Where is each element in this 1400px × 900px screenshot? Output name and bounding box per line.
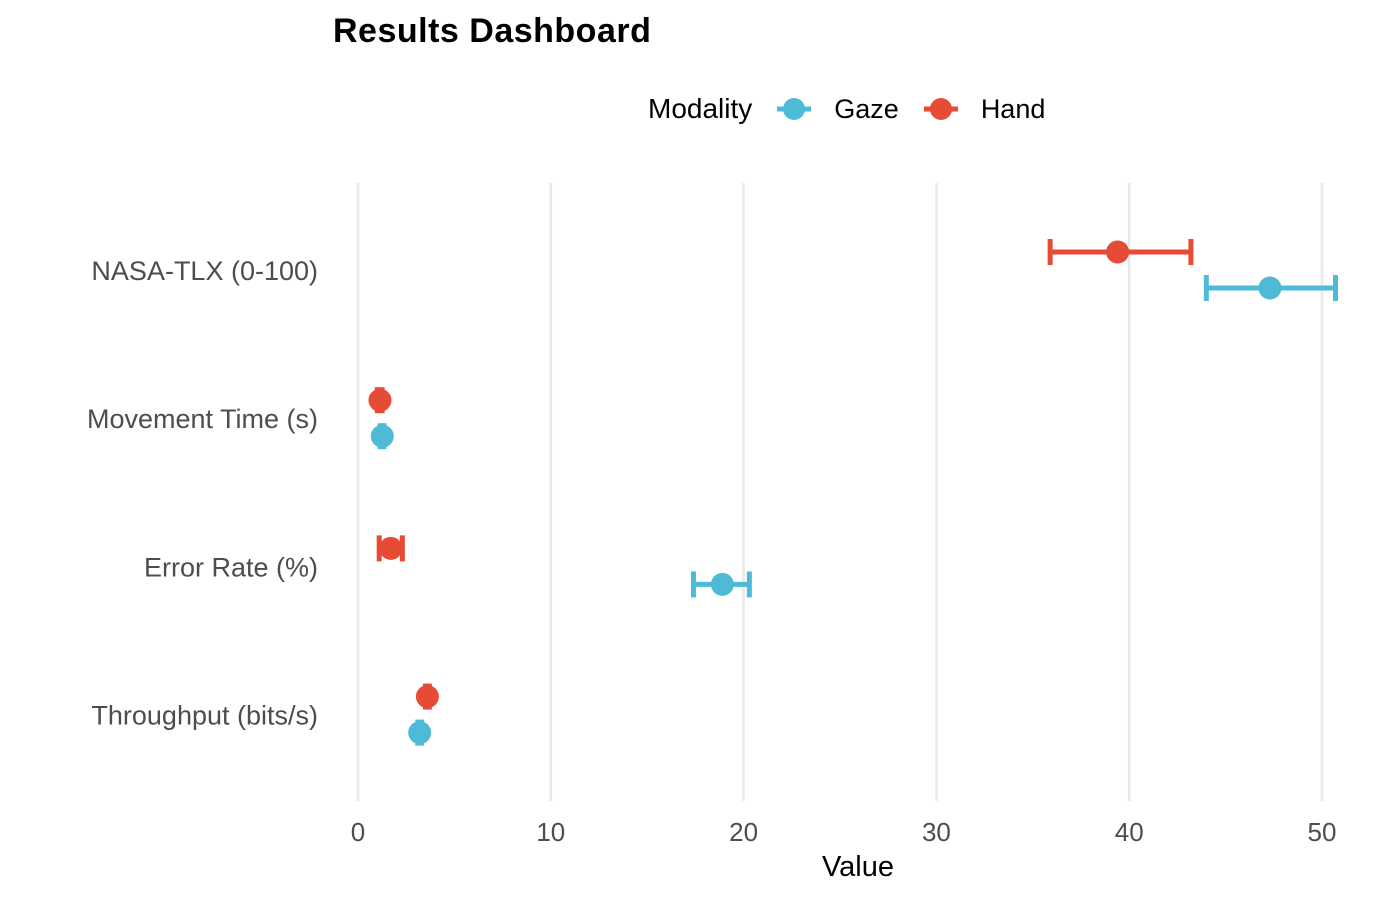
point-gaze-row4	[408, 721, 432, 745]
x-tick-label-20: 20	[729, 817, 758, 847]
legend-item-hand[interactable]: Hand	[923, 93, 1046, 125]
y-category-label-1: NASA-TLX (0-100)	[91, 256, 318, 286]
x-tick-label-30: 30	[922, 817, 951, 847]
point-hand-row3	[379, 536, 403, 560]
x-tick-label-40: 40	[1115, 817, 1144, 847]
legend-label-gaze: Gaze	[834, 93, 899, 124]
y-category-label-2: Movement Time (s)	[87, 404, 318, 434]
legend-label-hand: Hand	[980, 93, 1046, 124]
hand-errorbar-point-icon	[923, 98, 958, 120]
x-axis-title: Value	[822, 851, 894, 883]
point-gaze-row2	[370, 424, 394, 448]
chart-title: Results Dashboard	[333, 12, 652, 50]
gaze-errorbar-point-icon	[777, 98, 812, 120]
x-tick-label-10: 10	[536, 817, 565, 847]
legend: Modality Gaze Hand	[648, 88, 1045, 130]
point-hand-row2	[368, 388, 392, 412]
point-hand-row4	[415, 685, 439, 709]
y-category-label-3: Error Rate (%)	[144, 552, 318, 582]
point-gaze-row3	[710, 572, 734, 596]
x-tick-label-50: 50	[1308, 817, 1337, 847]
legend-item-gaze[interactable]: Gaze	[776, 94, 899, 125]
point-hand-row1	[1106, 240, 1130, 264]
legend-title: Modality	[648, 93, 753, 124]
y-category-label-4: Throughput (bits/s)	[91, 701, 318, 731]
point-gaze-row1	[1258, 276, 1282, 300]
x-tick-label-0: 0	[351, 817, 365, 847]
